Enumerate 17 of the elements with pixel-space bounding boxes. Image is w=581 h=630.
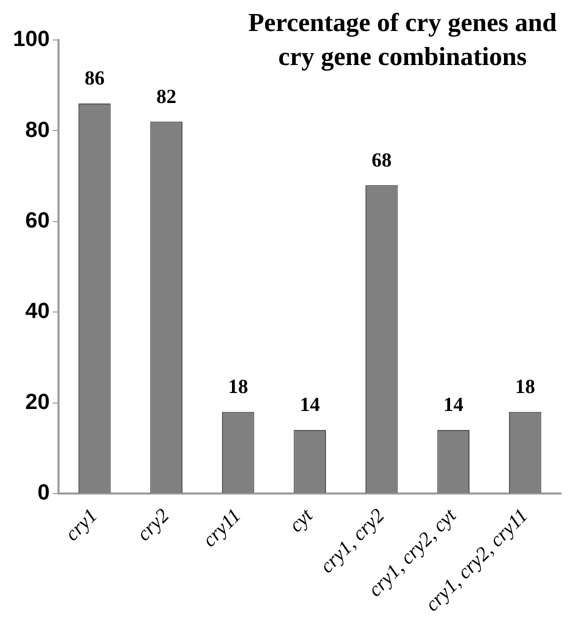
data-label: 82 bbox=[156, 86, 176, 108]
data-label: 14 bbox=[443, 394, 464, 416]
data-label: 18 bbox=[515, 376, 536, 398]
y-tick-label: 0 bbox=[37, 480, 50, 505]
x-tick-label: cry1 bbox=[61, 504, 102, 546]
x-tick-label: cyt bbox=[285, 504, 318, 537]
x-tick-label: cry2 bbox=[132, 504, 174, 546]
y-tick-label: 20 bbox=[25, 388, 50, 414]
data-label: 86 bbox=[84, 68, 105, 90]
data-label: 68 bbox=[372, 149, 392, 172]
y-tick-label: 100 bbox=[12, 26, 50, 52]
chart-title: Percentage of cry genes and cry gene combinations bbox=[247, 7, 558, 73]
data-label: 14 bbox=[300, 394, 320, 416]
y-tick-label: 40 bbox=[25, 298, 50, 324]
y-tick-label: 60 bbox=[25, 207, 50, 232]
data-label: 18 bbox=[228, 376, 248, 398]
y-tick-label: 80 bbox=[25, 116, 50, 142]
